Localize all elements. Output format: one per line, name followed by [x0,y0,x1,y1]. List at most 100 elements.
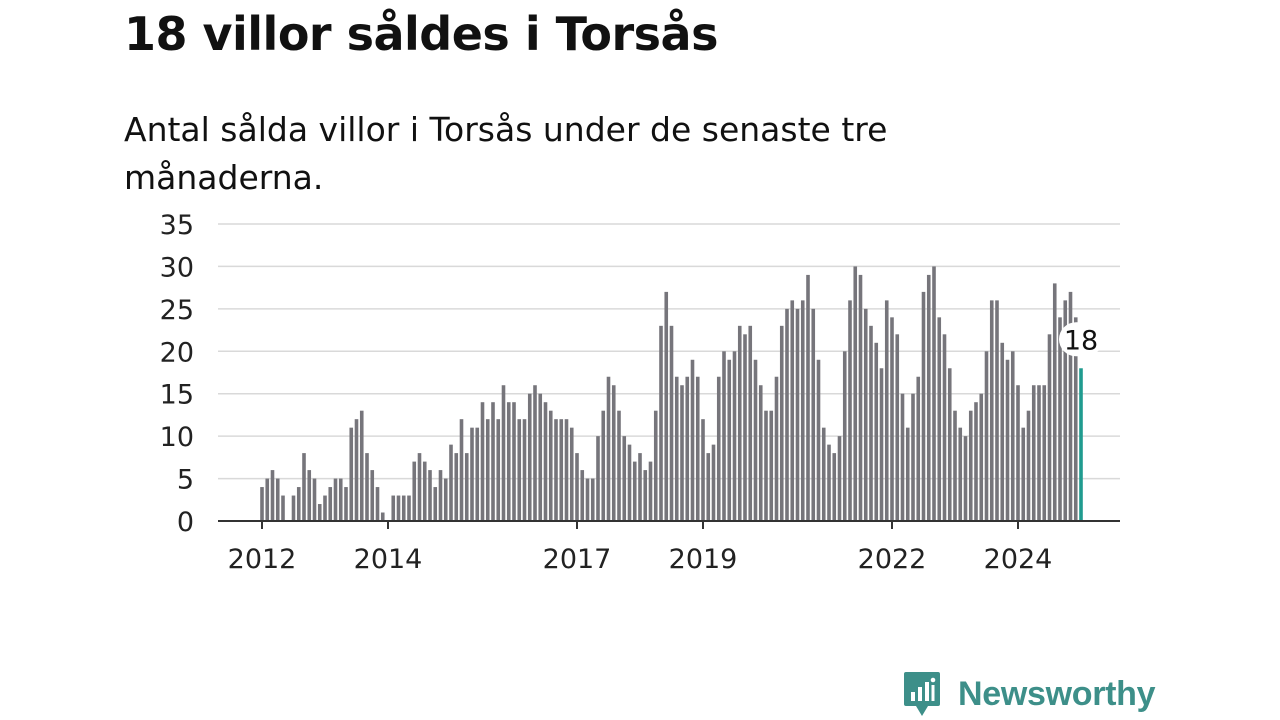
bar [569,427,574,521]
bar [1021,427,1026,521]
bar [722,351,726,521]
bar [701,419,705,521]
bar [396,495,401,521]
bar [291,495,296,521]
bar [296,487,301,521]
last-value-label: 18 [1064,325,1098,356]
bar [753,359,758,521]
bar [601,410,606,521]
bar [905,427,910,521]
bar [590,478,595,521]
bar [338,478,343,521]
bar [407,495,411,521]
bar [344,487,348,521]
bar [974,402,978,521]
bar [1058,317,1062,521]
bar [816,359,821,521]
bar [1031,385,1036,521]
bar [391,495,396,521]
brand-name: Newsworthy [958,674,1156,713]
bar [911,393,915,521]
bar [737,325,742,521]
last-value-label-bg [1059,322,1103,357]
bar [281,495,285,521]
bar [1052,283,1057,521]
x-tick-label: 2012 [228,544,297,575]
bar [496,419,501,521]
bar [517,419,522,521]
y-tick-label: 5 [177,465,194,496]
bar [942,334,947,521]
newsworthy-logo-icon [904,672,940,716]
bar [638,453,642,521]
bar [365,453,369,521]
bar [538,393,543,521]
bar [800,300,805,521]
bar [1063,300,1068,521]
bar [564,419,569,521]
bar [869,325,873,521]
bar [275,478,280,521]
bar [795,308,800,521]
bar [748,325,753,521]
bar [879,368,884,521]
bar [900,393,905,521]
bar [837,436,842,521]
y-tick-label: 25 [160,295,194,326]
bar [995,300,999,521]
bar [827,444,831,521]
bar [926,274,931,521]
bar [470,427,474,521]
bar [522,419,527,521]
bar [370,470,375,521]
brand: Newsworthy [902,670,1156,718]
y-tick-label: 35 [160,210,194,241]
bar [685,376,690,521]
bar [706,453,711,521]
bar [921,291,926,521]
y-tick-label: 0 [177,507,194,538]
bar [606,376,611,521]
bar [533,385,537,521]
bar [433,487,438,521]
bar [863,308,868,521]
bar [575,453,579,521]
bar [512,402,516,521]
bar [874,342,879,521]
bar [785,308,789,521]
bar [727,359,732,521]
bar [947,368,952,521]
bar [349,427,354,521]
bar [375,487,380,521]
bar [401,495,406,521]
bar [302,453,306,521]
bar [884,300,889,521]
y-tick-label: 30 [160,252,194,283]
x-tick-label: 2019 [669,544,738,575]
bar [821,427,826,521]
bar [842,351,847,521]
bar [543,402,548,521]
bar [485,419,490,521]
bar [1026,410,1031,521]
bar [853,266,858,521]
x-tick-label: 2022 [858,544,927,575]
bar [958,427,963,521]
bar [890,317,894,521]
bar [674,376,679,521]
bar [632,461,637,521]
bar [333,478,338,521]
bar [585,478,590,521]
bar [779,325,784,521]
bar [1037,385,1041,521]
bar [449,444,453,521]
bar [963,436,968,521]
bar [412,461,417,521]
bar [979,393,984,521]
axis-layer [218,520,1120,529]
bar [848,300,852,521]
bar [270,470,275,521]
bar [506,402,511,521]
bar [428,470,432,521]
